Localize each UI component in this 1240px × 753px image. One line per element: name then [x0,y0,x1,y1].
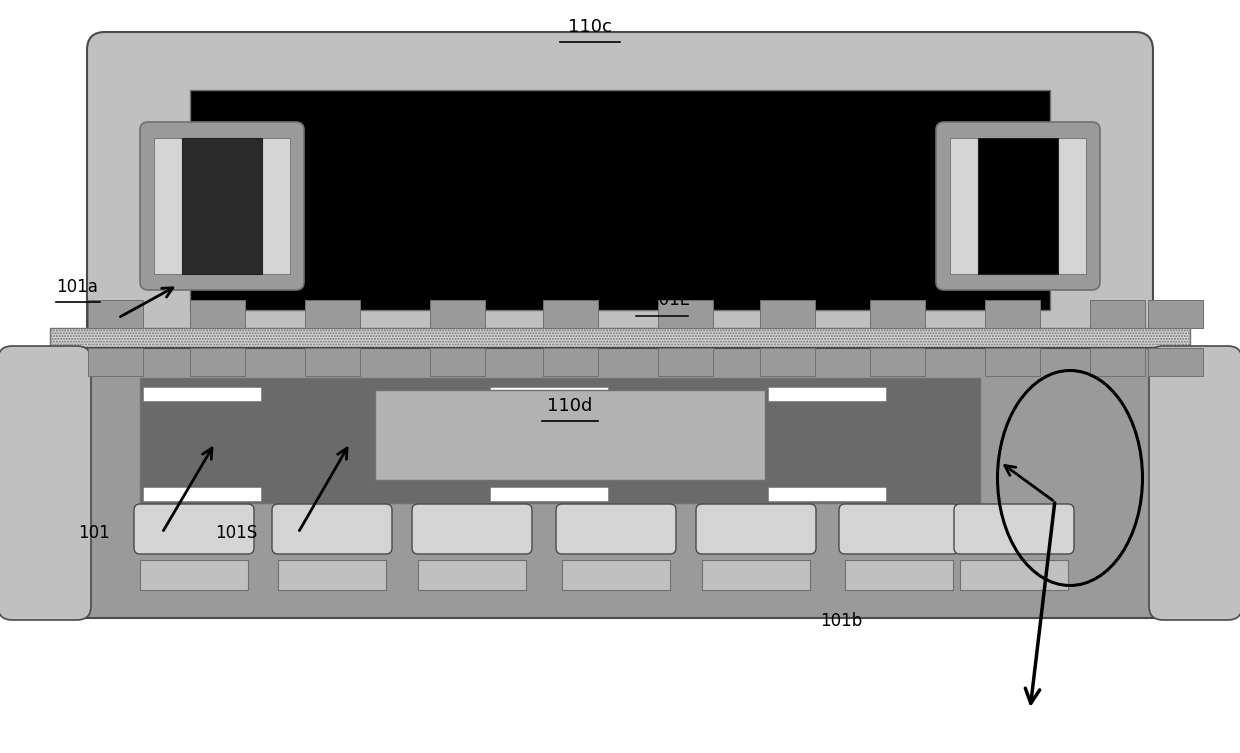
Bar [143,487,260,501]
FancyBboxPatch shape [839,504,959,554]
Bar [985,348,1040,376]
Text: 110d: 110d [547,397,593,415]
Bar [658,348,713,376]
FancyBboxPatch shape [556,504,676,554]
Bar [768,487,887,501]
Bar [88,300,143,328]
Bar [140,560,248,590]
FancyBboxPatch shape [696,504,816,554]
FancyBboxPatch shape [140,122,304,290]
Text: 101L: 101L [649,291,689,309]
FancyBboxPatch shape [936,122,1100,290]
Bar [702,560,810,590]
Bar [490,487,608,501]
Text: 101: 101 [78,524,110,542]
Bar [950,138,978,274]
Bar [430,300,485,328]
Bar [760,348,815,376]
Bar [543,348,598,376]
Bar [658,300,713,328]
FancyBboxPatch shape [87,32,1153,343]
Bar [543,300,598,328]
Bar [374,390,765,480]
Text: 110c: 110c [568,18,611,36]
Bar [305,300,360,328]
FancyBboxPatch shape [134,504,254,554]
Bar [768,387,887,401]
Bar [1090,348,1145,376]
Bar [50,328,1190,348]
Bar [154,138,182,274]
Bar [978,138,1058,274]
Bar [418,560,526,590]
Text: 101a: 101a [56,278,98,296]
Bar [960,560,1068,590]
Bar [190,348,246,376]
FancyBboxPatch shape [412,504,532,554]
Bar [88,348,143,376]
Bar [182,138,262,274]
FancyBboxPatch shape [0,346,91,620]
Bar [1148,348,1203,376]
Text: 101b: 101b [820,612,862,630]
Bar [50,348,1190,618]
Bar [430,348,485,376]
Text: 101S: 101S [215,524,257,542]
Bar [870,348,925,376]
Bar [844,560,954,590]
Bar [985,300,1040,328]
Bar [562,560,670,590]
FancyBboxPatch shape [1149,346,1240,620]
FancyBboxPatch shape [954,504,1074,554]
Bar [140,378,980,503]
Bar [190,300,246,328]
Bar [278,560,386,590]
Bar [1058,138,1086,274]
Bar [262,138,290,274]
Bar [190,90,1050,310]
Bar [143,387,260,401]
Bar [870,300,925,328]
FancyBboxPatch shape [272,504,392,554]
Bar [1148,300,1203,328]
Bar [305,348,360,376]
Bar [760,300,815,328]
Bar [490,387,608,401]
Bar [1090,300,1145,328]
